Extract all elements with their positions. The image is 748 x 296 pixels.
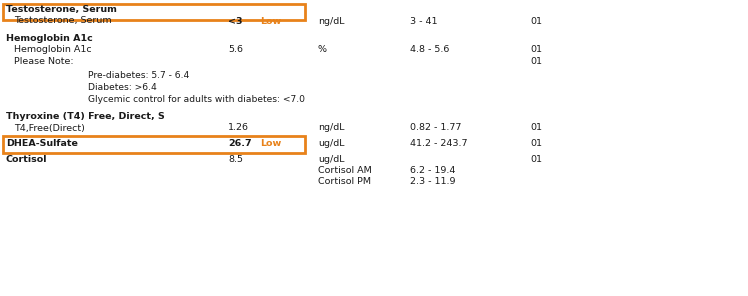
Text: 1.26: 1.26 — [228, 123, 249, 133]
Text: 01: 01 — [530, 17, 542, 25]
Text: <3: <3 — [228, 17, 242, 25]
Text: 5.6: 5.6 — [228, 46, 243, 54]
Text: %: % — [318, 46, 327, 54]
Text: 01: 01 — [530, 46, 542, 54]
Text: Testosterone, Serum: Testosterone, Serum — [6, 5, 117, 14]
Text: 3 - 41: 3 - 41 — [410, 17, 438, 25]
Text: Testosterone, Serum: Testosterone, Serum — [14, 17, 111, 25]
Text: T4,Free(Direct): T4,Free(Direct) — [14, 123, 85, 133]
Text: Hemoglobin A1c: Hemoglobin A1c — [14, 46, 91, 54]
Text: 01: 01 — [530, 155, 542, 163]
Text: 26.7: 26.7 — [228, 139, 251, 148]
Text: ng/dL: ng/dL — [318, 17, 345, 25]
Text: Pre-diabetes: 5.7 - 6.4: Pre-diabetes: 5.7 - 6.4 — [88, 72, 189, 81]
Text: ug/dL: ug/dL — [318, 155, 345, 163]
Text: Glycemic control for adults with diabetes: <7.0: Glycemic control for adults with diabete… — [88, 94, 305, 104]
Text: Low: Low — [260, 139, 281, 148]
Text: 8.5: 8.5 — [228, 155, 243, 163]
Text: 0.82 - 1.77: 0.82 - 1.77 — [410, 123, 462, 133]
Text: ug/dL: ug/dL — [318, 139, 345, 148]
Text: Cortisol AM: Cortisol AM — [318, 166, 372, 175]
Text: Diabetes: >6.4: Diabetes: >6.4 — [88, 83, 157, 92]
Text: 4.8 - 5.6: 4.8 - 5.6 — [410, 46, 450, 54]
Text: Please Note:: Please Note: — [14, 57, 73, 66]
Text: 01: 01 — [530, 57, 542, 66]
Text: DHEA-Sulfate: DHEA-Sulfate — [6, 139, 78, 148]
Text: Low: Low — [260, 17, 281, 25]
Text: 2.3 - 11.9: 2.3 - 11.9 — [410, 178, 456, 186]
Text: ng/dL: ng/dL — [318, 123, 345, 133]
Text: 01: 01 — [530, 139, 542, 148]
Text: 41.2 - 243.7: 41.2 - 243.7 — [410, 139, 468, 148]
Text: Cortisol: Cortisol — [6, 155, 48, 163]
Text: 01: 01 — [530, 123, 542, 133]
Text: Hemoglobin A1c: Hemoglobin A1c — [6, 34, 93, 43]
Text: Thyroxine (T4) Free, Direct, S: Thyroxine (T4) Free, Direct, S — [6, 112, 165, 121]
Text: 6.2 - 19.4: 6.2 - 19.4 — [410, 166, 456, 175]
Text: Cortisol PM: Cortisol PM — [318, 178, 371, 186]
